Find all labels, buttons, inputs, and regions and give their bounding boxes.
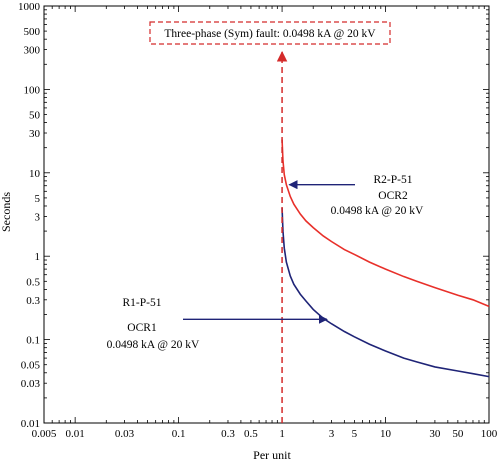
annotation-ocr2-line: R2-P-51 xyxy=(374,174,413,186)
x-tick-label: 50 xyxy=(452,428,464,440)
y-tick-label: 30 xyxy=(29,128,41,140)
series-line-ocr1 xyxy=(281,207,490,378)
annotation-ocr1-line: 0.0498 kA @ 20 kV xyxy=(107,339,200,351)
x-tick-label: 100 xyxy=(481,428,498,440)
x-tick-label: 10 xyxy=(380,428,392,440)
x-tick-label: 5 xyxy=(352,428,358,440)
annotation-ocr2-line: 0.0498 kA @ 20 kV xyxy=(331,205,424,217)
y-tick-label: 1 xyxy=(35,251,41,263)
y-tick-label: 0.03 xyxy=(21,378,41,390)
y-tick-label: 500 xyxy=(24,26,41,38)
x-axis-title: Per unit xyxy=(253,448,291,462)
fault-label-text: Three-phase (Sym) fault: 0.0498 kA @ 20 … xyxy=(164,28,376,40)
x-tick-label: 0.3 xyxy=(221,428,235,440)
series-layer xyxy=(281,139,490,378)
x-tick-label: 0.005 xyxy=(32,428,57,440)
y-tick-label: 0.5 xyxy=(26,276,40,288)
annotation-ocr1-line: OCR1 xyxy=(127,322,157,334)
y-tick-label: 0.3 xyxy=(26,295,40,307)
x-tick-label: 0.5 xyxy=(244,428,258,440)
y-tick-label: 0.01 xyxy=(21,418,40,430)
x-tick-label: 3 xyxy=(329,428,335,440)
y-tick-label: 100 xyxy=(24,84,41,96)
x-tick-label: 0.01 xyxy=(66,428,85,440)
y-tick-label: 300 xyxy=(24,45,41,57)
x-tick-label: 1 xyxy=(279,428,285,440)
y-axis-title: Seconds xyxy=(0,192,13,232)
plot-frame xyxy=(43,5,490,424)
series-line-ocr2 xyxy=(281,139,490,308)
x-tick-label: 0.03 xyxy=(115,428,135,440)
fault-label-box xyxy=(149,21,391,45)
y-tick-label: 0.05 xyxy=(21,360,41,372)
y-tick-label: 50 xyxy=(29,110,41,122)
x-tick-label: 0.1 xyxy=(172,428,186,440)
axes-layer: 0.005 0.01 0.03 0.1 0.3 0.5 1 3 5 10 30 50 1000.010.… xyxy=(18,1,498,440)
y-tick-label: 1000 xyxy=(18,1,41,13)
annotation-layer: Three-phase (Sym) fault: 0.0498 kA @ 20 … xyxy=(107,21,424,423)
x-tick-label: 30 xyxy=(429,428,441,440)
y-tick-label: 3 xyxy=(35,211,41,223)
annotation-ocr2-line: OCR2 xyxy=(378,190,408,202)
y-tick-label: 5 xyxy=(35,193,41,205)
y-tick-label: 0.1 xyxy=(26,335,40,347)
annotation-ocr1-line: R1-P-51 xyxy=(123,297,162,309)
y-tick-label: 10 xyxy=(29,168,41,180)
